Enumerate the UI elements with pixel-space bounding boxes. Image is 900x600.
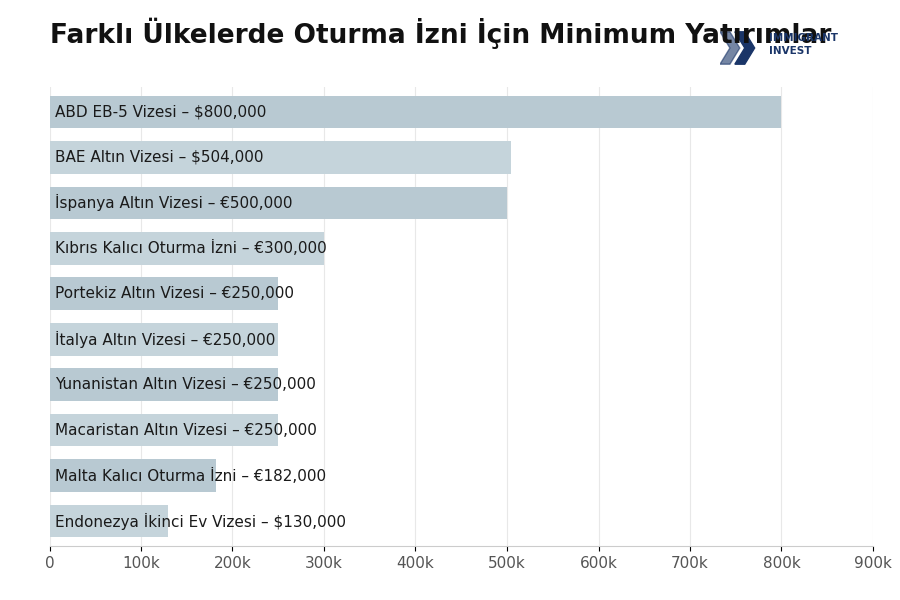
Text: BAE Altın Vizesi – $504,000: BAE Altın Vizesi – $504,000 — [55, 150, 264, 165]
Text: İtalya Altın Vizesi – €250,000: İtalya Altın Vizesi – €250,000 — [55, 331, 275, 348]
Text: Yunanistan Altın Vizesi – €250,000: Yunanistan Altın Vizesi – €250,000 — [55, 377, 316, 392]
Bar — [50, 323, 278, 356]
Bar — [50, 459, 216, 492]
Bar — [50, 277, 278, 310]
Text: İspanya Altın Vizesi – €500,000: İspanya Altın Vizesi – €500,000 — [55, 194, 292, 211]
Bar — [50, 414, 278, 446]
Bar — [50, 368, 278, 401]
Bar — [50, 141, 510, 174]
Polygon shape — [720, 32, 740, 64]
Bar — [50, 505, 168, 538]
Text: Malta Kalıcı Oturma İzni – €182,000: Malta Kalıcı Oturma İzni – €182,000 — [55, 467, 326, 484]
Text: Farklı Ülkelerde Oturma İzni İçin Minimum Yatırımlar: Farklı Ülkelerde Oturma İzni İçin Minimu… — [50, 18, 831, 49]
Text: Portekiz Altın Vizesi – €250,000: Portekiz Altın Vizesi – €250,000 — [55, 286, 294, 301]
Bar — [50, 232, 324, 265]
Text: Macaristan Altın Vizesi – €250,000: Macaristan Altın Vizesi – €250,000 — [55, 422, 317, 437]
Text: Endonezya İkinci Ev Vizesi – $130,000: Endonezya İkinci Ev Vizesi – $130,000 — [55, 512, 346, 530]
Text: ABD EB-5 Vizesi – $800,000: ABD EB-5 Vizesi – $800,000 — [55, 104, 266, 119]
Polygon shape — [734, 32, 755, 64]
Text: IMMIGRANT
INVEST: IMMIGRANT INVEST — [770, 33, 839, 56]
Bar — [50, 187, 507, 219]
Bar — [50, 95, 781, 128]
Text: Kıbrıs Kalıcı Oturma İzni – €300,000: Kıbrıs Kalıcı Oturma İzni – €300,000 — [55, 241, 327, 256]
